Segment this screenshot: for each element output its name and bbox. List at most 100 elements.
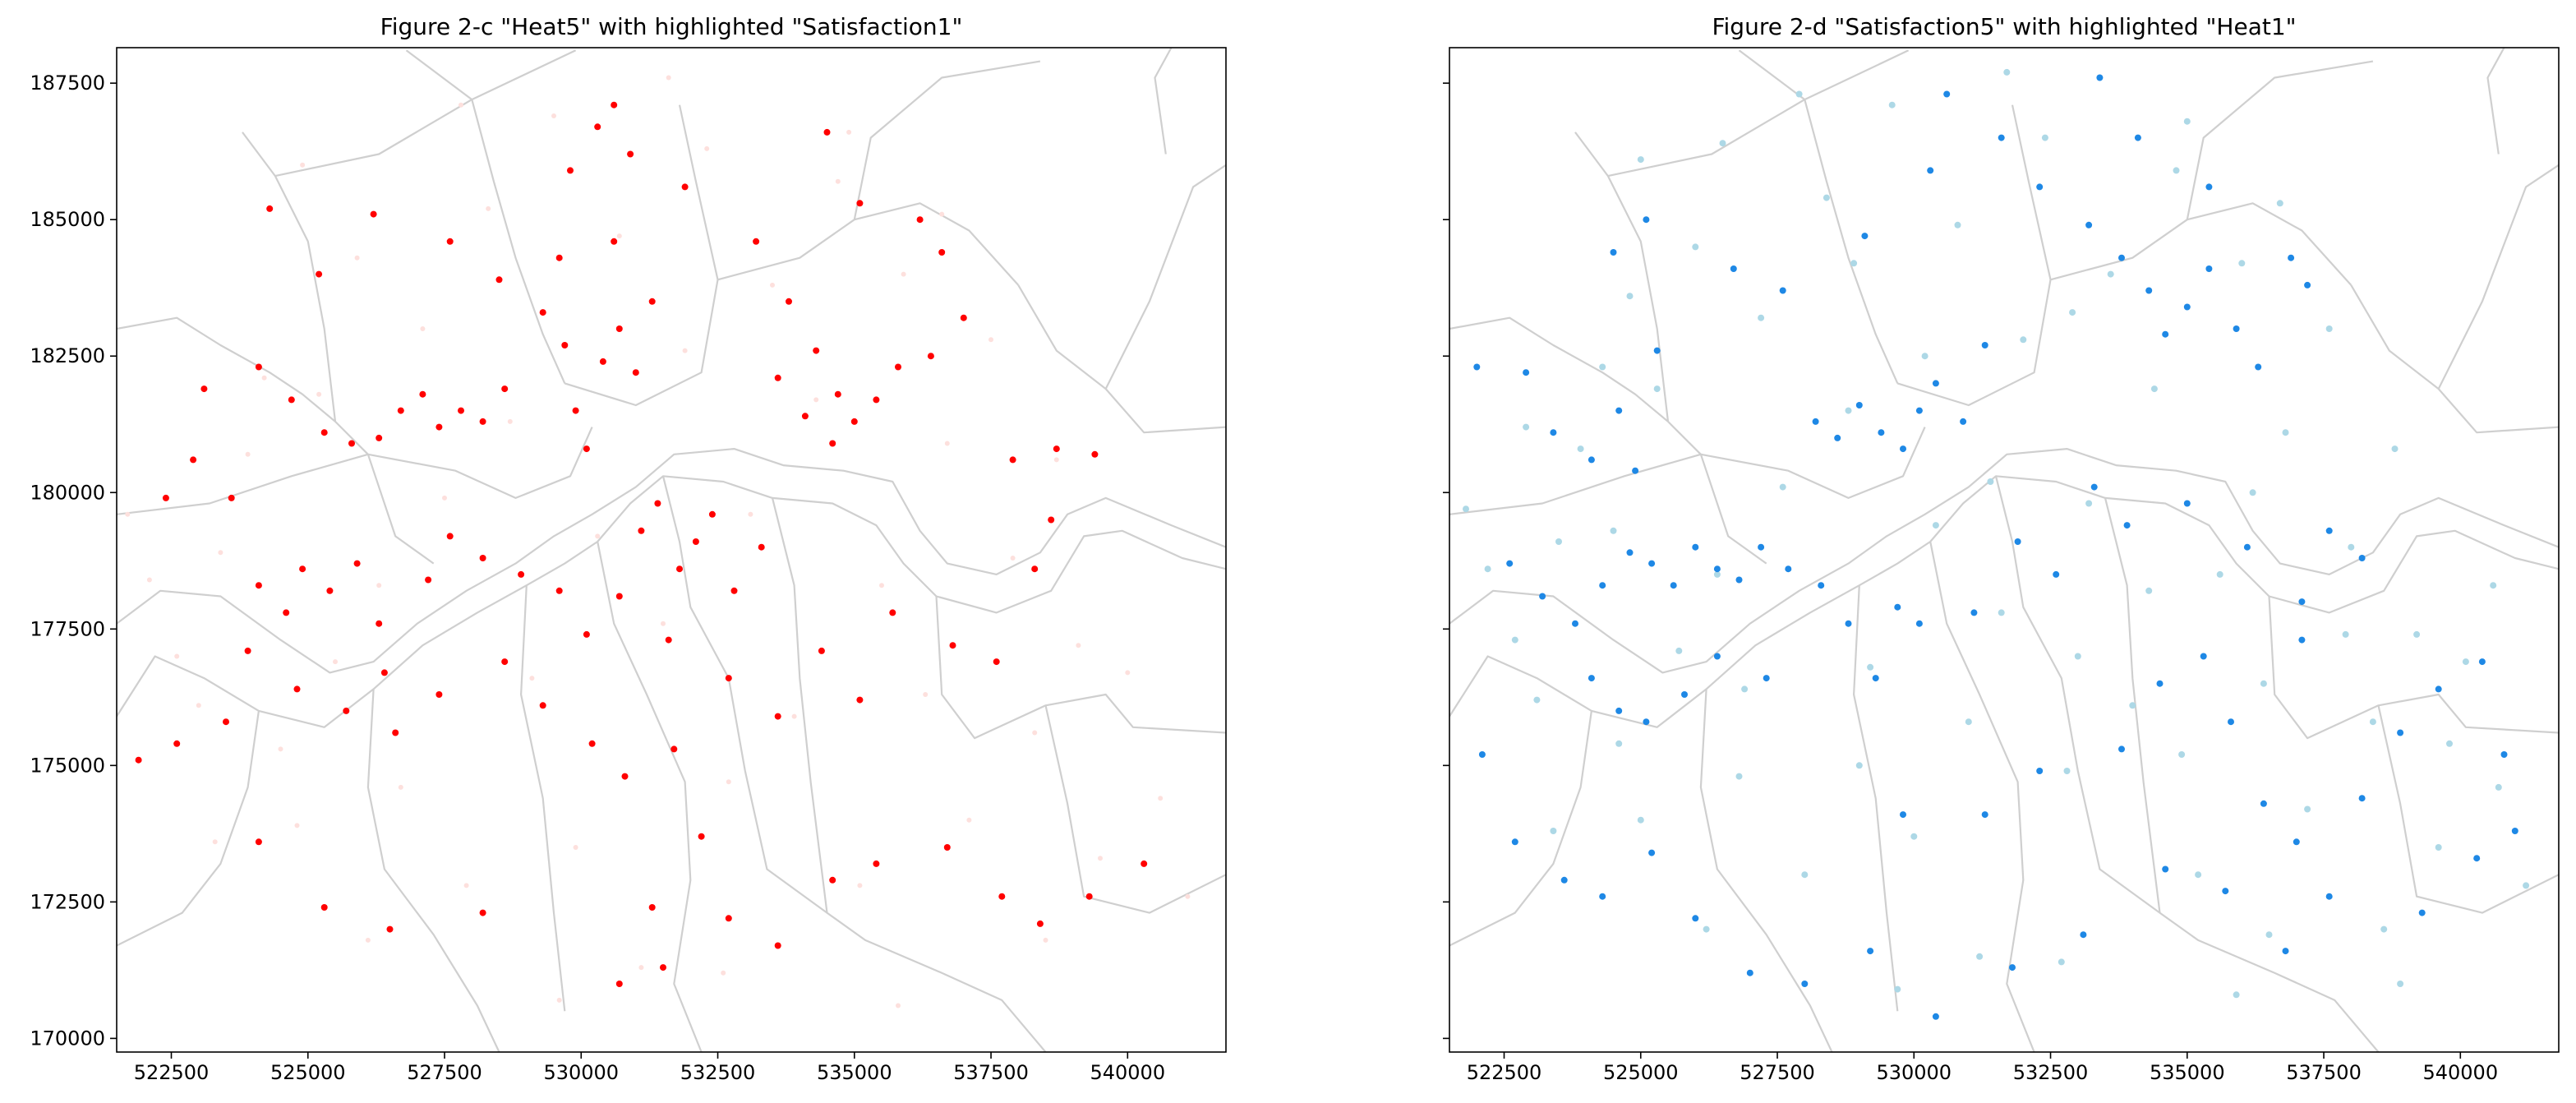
x-tick-label: 522500 — [134, 1061, 210, 1084]
highlighted-data-point — [1861, 233, 1869, 240]
data-point — [896, 1003, 901, 1008]
highlighted-data-point — [676, 565, 683, 573]
y-tick-label: 187500 — [30, 72, 105, 95]
data-point — [1735, 773, 1743, 780]
data-point — [2129, 702, 2136, 709]
highlighted-data-point — [1473, 363, 1481, 371]
highlighted-data-point — [1932, 380, 1939, 387]
highlighted-data-point — [316, 270, 323, 278]
highlighted-data-point — [1943, 90, 1951, 98]
data-point — [376, 583, 382, 588]
highlighted-data-point — [255, 582, 262, 589]
highlighted-data-point — [2293, 838, 2300, 846]
data-point — [1867, 663, 1874, 671]
data-point — [463, 883, 469, 888]
highlighted-data-point — [960, 314, 967, 321]
data-point — [1185, 893, 1191, 899]
highlighted-data-point — [1779, 287, 1786, 294]
data-point — [2523, 882, 2530, 889]
data-point — [2233, 991, 2240, 999]
highlighted-data-point — [1523, 369, 1530, 376]
highlighted-data-point — [2053, 570, 2060, 578]
highlighted-data-point — [774, 942, 781, 949]
highlighted-data-point — [2080, 931, 2087, 939]
highlighted-data-point — [758, 543, 765, 551]
data-point — [442, 495, 447, 501]
highlighted-data-point — [2304, 281, 2311, 288]
data-point — [245, 451, 251, 457]
data-point — [1823, 194, 1830, 201]
y-axis-ticks-2d — [1443, 82, 1449, 1040]
highlighted-data-point — [2325, 527, 2333, 534]
plot-frame-2c — [116, 47, 1227, 1053]
highlighted-data-point — [228, 494, 235, 501]
data-point — [704, 145, 710, 151]
highlighted-data-point — [916, 216, 924, 224]
data-point — [879, 583, 884, 588]
highlighted-data-point — [1855, 402, 1863, 408]
data-point — [2074, 653, 2081, 660]
highlighted-data-point — [654, 500, 661, 507]
borough-boundary-line — [2377, 705, 2559, 914]
highlighted-data-point — [1653, 347, 1661, 354]
highlighted-data-point — [2358, 795, 2366, 802]
highlighted-data-point — [397, 407, 404, 414]
data-point — [770, 282, 775, 288]
data-point — [420, 326, 426, 331]
data-point — [2003, 68, 2011, 76]
data-point — [2063, 768, 2071, 774]
highlighted-data-point — [1009, 456, 1016, 464]
borough-boundary-line — [2104, 497, 2161, 913]
highlighted-data-point — [446, 238, 454, 245]
highlighted-data-point — [1801, 981, 1809, 987]
data-point — [857, 883, 863, 888]
highlighted-data-point — [1560, 876, 1568, 884]
highlighted-data-point — [1610, 249, 1617, 256]
highlighted-data-point — [255, 363, 262, 371]
data-point — [1523, 423, 1530, 431]
borough-boundary-line — [2486, 48, 2505, 155]
data-point — [2304, 805, 2311, 813]
highlighted-data-point — [588, 740, 596, 747]
borough-boundary-line — [117, 427, 593, 515]
highlighted-data-point — [681, 183, 689, 191]
highlighted-data-point — [555, 254, 563, 261]
borough-boundary-line — [405, 49, 472, 100]
highlighted-data-point — [2233, 325, 2240, 332]
data-point — [1577, 445, 1584, 453]
data-point — [2020, 336, 2027, 344]
highlighted-data-point — [1960, 418, 1967, 425]
borough-boundary-line — [1738, 49, 1805, 100]
highlighted-data-point — [1867, 948, 1874, 955]
data-point — [791, 713, 797, 719]
highlighted-data-point — [2511, 828, 2518, 834]
data-point — [1845, 407, 1852, 414]
data-point — [2150, 385, 2158, 393]
data-point — [333, 659, 338, 665]
data-point — [125, 511, 131, 517]
borough-boundary-line — [1929, 541, 2035, 1052]
x-tick-label: 537500 — [953, 1061, 1029, 1084]
data-point — [1032, 730, 1038, 736]
highlighted-data-point — [561, 342, 569, 348]
data-point — [1053, 457, 1059, 463]
x-tick-label: 532500 — [680, 1061, 756, 1084]
borough-boundary-line — [717, 202, 1020, 286]
highlighted-data-point — [200, 385, 208, 393]
borough-boundary-line — [519, 585, 566, 1012]
highlighted-data-point — [1900, 445, 1906, 453]
highlighted-data-point — [1036, 920, 1044, 927]
data-point — [966, 817, 972, 823]
highlighted-data-point — [1048, 516, 1055, 524]
data-point — [726, 779, 731, 785]
borough-boundary-line — [471, 99, 566, 384]
data-point — [923, 692, 929, 697]
data-point — [398, 784, 403, 790]
highlighted-data-point — [627, 150, 634, 158]
highlighted-data-point — [2397, 729, 2404, 736]
highlighted-data-point — [2473, 855, 2481, 862]
highlighted-data-point — [2134, 134, 2141, 141]
highlighted-data-point — [518, 570, 525, 578]
data-point — [2183, 118, 2191, 125]
chart-title-2c: Figure 2-c "Heat5" with highlighted "Sat… — [380, 13, 963, 40]
